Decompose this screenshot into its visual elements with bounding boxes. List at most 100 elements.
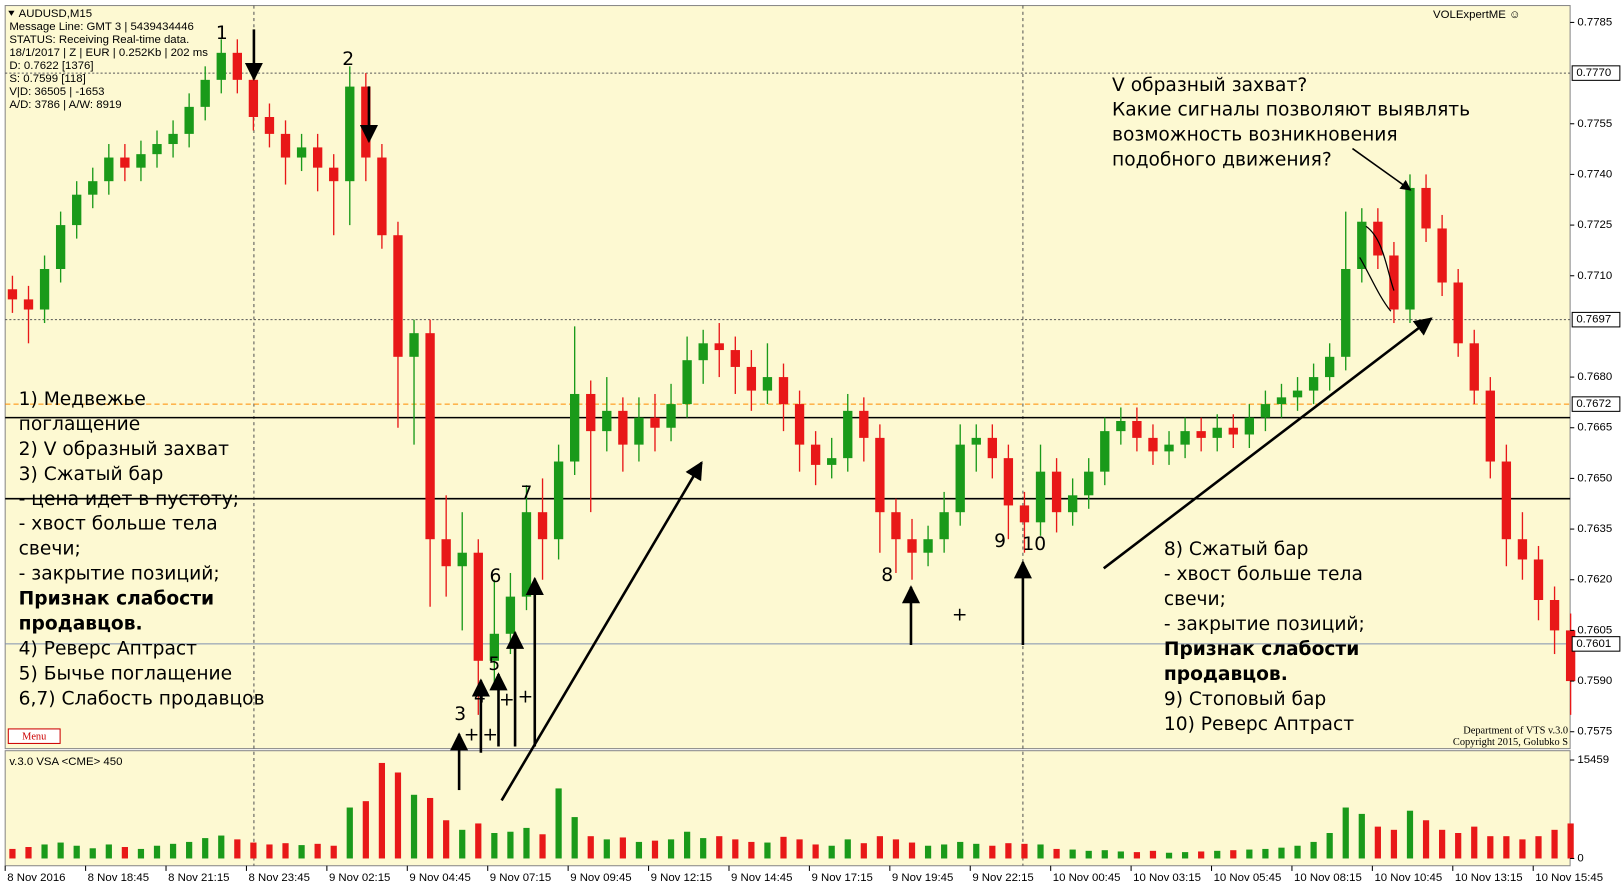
- candle-body: [714, 343, 724, 351]
- volume-bar: [1487, 836, 1494, 859]
- candle-body: [1453, 282, 1463, 344]
- candle-body: [1212, 427, 1222, 438]
- volume-bar: [314, 843, 321, 859]
- candle-body: [1116, 420, 1126, 432]
- candle-body: [39, 268, 50, 310]
- volume-bar: [1519, 839, 1526, 859]
- candle-body: [280, 133, 291, 158]
- volume-bar: [716, 836, 723, 859]
- candle-body: [489, 633, 500, 661]
- candle-body: [168, 133, 178, 145]
- volume-bar: [186, 841, 193, 859]
- candle-body: [1260, 404, 1271, 418]
- marker-label: 6: [489, 566, 501, 587]
- marker-label: 5: [488, 654, 500, 675]
- volume-bar: [250, 842, 257, 859]
- volume-bar: [362, 801, 369, 859]
- menu-label[interactable]: Menu: [22, 732, 46, 743]
- header-line: 18/1/2017 | Z | EUR | 0.252Kb | 202 ms: [9, 47, 208, 59]
- volume-bar: [1439, 829, 1446, 859]
- candle-body: [104, 157, 114, 182]
- x-tick-label: 9 Nov 12:15: [651, 872, 712, 884]
- candle-body: [393, 235, 403, 357]
- x-tick-label: 8 Nov 2016: [7, 872, 65, 884]
- volume-bar: [426, 797, 434, 859]
- volume-bar: [1294, 845, 1301, 859]
- x-tick-label: 10 Nov 10:45: [1374, 872, 1442, 884]
- candle-body: [72, 194, 82, 226]
- arrows: [244, 29, 1433, 802]
- note-line: продавцов.: [1164, 664, 1288, 685]
- v-tick-label: 0: [1577, 852, 1583, 864]
- volume-bar: [908, 842, 916, 859]
- candle-body: [329, 167, 339, 182]
- x-tick-label: 9 Nov 07:15: [490, 872, 551, 884]
- candle-body: [23, 299, 34, 310]
- question-line: возможность возникновения: [1112, 125, 1398, 146]
- level-label: 0.7601: [1576, 638, 1611, 650]
- note-line: - хвост больше тела: [1164, 564, 1363, 585]
- sketch: [1359, 225, 1395, 312]
- candle-body: [55, 225, 66, 269]
- volume-bar: [748, 841, 755, 859]
- volume-bar: [282, 843, 289, 859]
- volume-bar: [41, 844, 48, 859]
- volume-bar: [1551, 829, 1558, 859]
- volume-bar: [587, 836, 594, 859]
- candle-body: [7, 289, 18, 300]
- candle-body: [586, 393, 596, 432]
- menu-button[interactable]: [7, 728, 61, 744]
- level-label: 0.7697: [1576, 314, 1611, 326]
- v-tick-label: 15459: [1577, 754, 1609, 766]
- expert-name: VOLExpertME ☺: [1433, 9, 1521, 21]
- candle-body: [200, 79, 210, 107]
- volume-bar: [218, 835, 225, 859]
- question-line: Какие сигналы позволяют выявлять: [1112, 100, 1470, 121]
- y-tick-label: 0.7620: [1577, 574, 1612, 586]
- candle-body: [698, 343, 708, 361]
- candle-body: [859, 410, 869, 438]
- volume-bar: [892, 839, 900, 859]
- candle-body: [1276, 397, 1287, 405]
- level-label-box: [1571, 311, 1621, 328]
- candle-body: [296, 147, 307, 158]
- volume-bar: [1471, 826, 1478, 859]
- candle-body: [1308, 377, 1319, 391]
- x-tick-label: 9 Nov 02:15: [329, 872, 390, 884]
- candle-body: [537, 512, 548, 540]
- x-tick-label: 8 Nov 18:45: [88, 872, 149, 884]
- level-label: 0.7770: [1576, 67, 1611, 79]
- candle-body: [120, 157, 130, 168]
- candle-body: [1565, 630, 1576, 682]
- volume-bar: [1214, 850, 1221, 859]
- volume-bar: [1117, 851, 1124, 859]
- y-tick-label: 0.7590: [1577, 675, 1612, 687]
- volume-bar: [169, 843, 177, 859]
- volume-bar: [1278, 847, 1285, 859]
- volume-bar: [25, 847, 32, 859]
- note-line: 8) Сжатый бар: [1164, 539, 1309, 560]
- candle-body: [1437, 228, 1447, 283]
- volume-bar: [1165, 852, 1173, 859]
- candle-body: [425, 333, 435, 540]
- volume-bar: [924, 845, 932, 859]
- candle-body: [1244, 417, 1255, 435]
- note-line: 2) V образный захват: [19, 439, 230, 460]
- volume-bar: [507, 831, 514, 859]
- candle-body: [1373, 221, 1383, 256]
- volume-bar: [973, 843, 980, 859]
- candle-body: [810, 444, 821, 465]
- candle-body: [1421, 187, 1431, 229]
- candle-body: [1405, 187, 1415, 310]
- candle-body: [1228, 427, 1238, 435]
- volume-bar: [1085, 850, 1092, 859]
- note-line: 4) Реверс Аптраст: [19, 639, 198, 660]
- volume-bar: [1310, 841, 1317, 859]
- y-tick-label: 0.7635: [1577, 523, 1612, 535]
- volume-bar: [9, 848, 16, 859]
- volume-bar: [105, 844, 112, 859]
- candle-body: [650, 417, 660, 428]
- candle-body: [1501, 461, 1512, 540]
- x-tick-label: 9 Nov 04:45: [409, 872, 470, 884]
- candle-body: [88, 181, 98, 195]
